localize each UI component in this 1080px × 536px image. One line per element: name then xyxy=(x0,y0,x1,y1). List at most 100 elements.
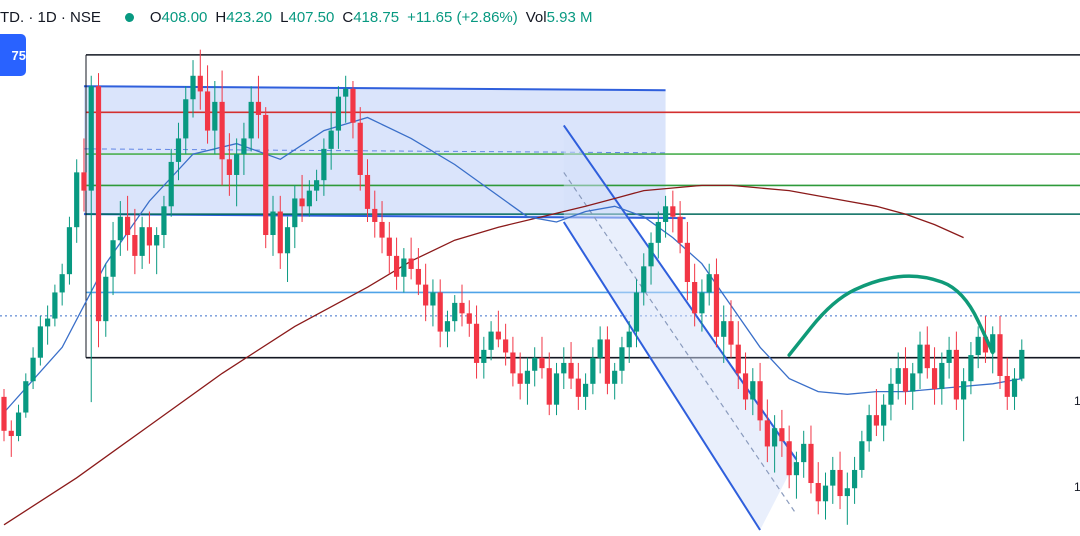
candle-body xyxy=(851,469,858,489)
candle xyxy=(895,352,901,400)
candle xyxy=(503,323,509,366)
candle xyxy=(597,326,603,374)
candle xyxy=(204,65,211,144)
candle xyxy=(561,347,567,390)
candle xyxy=(437,279,443,348)
candle xyxy=(1004,357,1010,410)
candle xyxy=(81,138,87,212)
candle xyxy=(190,60,196,118)
candle xyxy=(1019,339,1025,382)
candle-body xyxy=(66,227,73,275)
candle xyxy=(444,310,451,348)
candle-body xyxy=(532,357,538,371)
candle-body xyxy=(270,211,276,236)
candle-body xyxy=(822,485,829,502)
candle xyxy=(939,352,945,405)
candle xyxy=(168,148,174,217)
candle-body xyxy=(190,75,196,100)
price-tag[interactable]: 75 xyxy=(0,34,26,76)
candle-body xyxy=(1,396,7,431)
candle-body xyxy=(452,302,458,322)
candle xyxy=(532,347,538,387)
candle xyxy=(655,211,661,259)
candle-body xyxy=(299,198,305,207)
candle xyxy=(393,237,400,290)
candle-body xyxy=(226,159,232,175)
candle xyxy=(641,253,647,306)
candle xyxy=(321,138,327,196)
candle-body xyxy=(953,349,959,400)
candle xyxy=(197,49,203,110)
candle xyxy=(742,352,749,410)
candle-body xyxy=(924,344,930,369)
candle xyxy=(299,174,305,222)
candle xyxy=(510,336,516,387)
candle xyxy=(219,70,225,186)
candle xyxy=(772,415,778,473)
candle-body xyxy=(335,96,342,131)
candle-body xyxy=(677,216,683,243)
close-label: C xyxy=(342,8,354,26)
candle xyxy=(793,451,800,499)
candle-body xyxy=(975,336,981,356)
candle-body xyxy=(619,347,625,371)
candle xyxy=(175,122,182,181)
candle-body xyxy=(873,415,879,426)
candle-body xyxy=(982,336,989,353)
candle-body xyxy=(175,138,182,162)
candle xyxy=(692,263,698,327)
candle-body xyxy=(204,91,211,131)
candle-body xyxy=(386,237,392,256)
candle xyxy=(306,180,312,217)
candle xyxy=(212,80,218,155)
candle xyxy=(721,305,727,363)
candle xyxy=(735,321,741,390)
candle xyxy=(226,133,232,196)
candle-body xyxy=(466,313,472,324)
candle-body xyxy=(183,99,189,139)
candle xyxy=(779,409,785,457)
candle-body xyxy=(103,276,109,322)
market-status-dot xyxy=(124,12,134,22)
candle-body xyxy=(997,334,1003,376)
candle-body xyxy=(364,174,371,209)
low-value: 407.50 xyxy=(288,8,335,26)
candle-body xyxy=(612,370,618,384)
candle-body xyxy=(52,292,58,319)
candle xyxy=(699,279,705,332)
candle xyxy=(343,75,349,123)
candle xyxy=(764,399,770,463)
candle-body xyxy=(423,284,429,306)
candle-body xyxy=(197,75,203,92)
candle xyxy=(575,362,581,410)
candle-body xyxy=(764,420,770,447)
candle xyxy=(1011,368,1018,410)
candle xyxy=(161,195,167,249)
candle-body xyxy=(146,227,152,246)
candle-body xyxy=(590,357,596,384)
candle xyxy=(314,169,320,202)
candle xyxy=(808,425,814,494)
candle xyxy=(619,336,625,384)
candle-body xyxy=(154,235,160,246)
candle xyxy=(684,221,690,301)
candle-body xyxy=(706,274,712,293)
candle xyxy=(328,112,334,170)
candle xyxy=(154,227,160,275)
candle xyxy=(52,284,58,327)
candle xyxy=(946,336,952,379)
candle xyxy=(670,190,676,233)
candle-body xyxy=(626,331,632,348)
channel-lower-line xyxy=(562,221,761,531)
candle xyxy=(837,451,843,510)
long-moving-average xyxy=(3,184,964,526)
symbol-title[interactable]: TD. · 1D · NSE xyxy=(0,8,101,26)
candle-body xyxy=(132,235,138,256)
candle-body xyxy=(37,326,43,358)
candle-body xyxy=(735,344,741,374)
candle-body xyxy=(8,430,14,437)
candle xyxy=(88,75,94,403)
volume-value: 5.93 M xyxy=(546,8,593,26)
candle-body xyxy=(379,221,385,238)
